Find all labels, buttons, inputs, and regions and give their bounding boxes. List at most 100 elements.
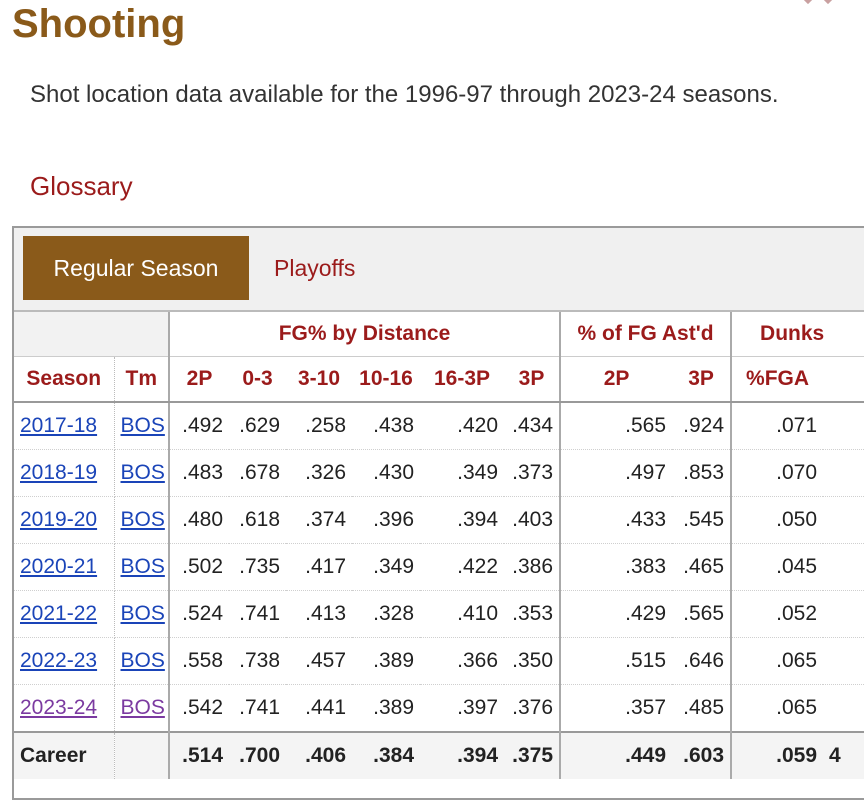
career-10-16: .384 (352, 731, 420, 779)
cell-10-16: .389 (352, 684, 420, 733)
cell-3-10: .413 (286, 590, 352, 638)
cell-dunk-fga: .052 (731, 590, 824, 638)
table-row: 2020-21 BOS .502.735.417.349.422.386.383.4… (14, 543, 864, 591)
cell-2p: .558 (169, 637, 229, 685)
cell-next (823, 496, 864, 544)
group-header-dunks: Dunks (731, 312, 864, 357)
cell-next (823, 637, 864, 685)
cell-0-3: .735 (229, 543, 286, 591)
cell-team: BOS (114, 637, 170, 685)
season-link[interactable]: 2023-24 (20, 696, 98, 719)
season-link[interactable]: 2020-21 (20, 555, 98, 578)
career-next-partial: 4 (823, 731, 864, 779)
team-link[interactable]: BOS (120, 696, 165, 719)
career-ast-2p: .449 (560, 731, 673, 779)
cell-10-16: .438 (352, 402, 420, 450)
cell-ast-3p: .485 (672, 684, 733, 733)
cell-ast-2p: .515 (560, 637, 673, 685)
season-link[interactable]: 2019-20 (20, 508, 98, 531)
cell-next (823, 590, 864, 638)
season-link[interactable]: 2022-23 (20, 649, 98, 672)
career-team (114, 731, 170, 779)
team-link[interactable]: BOS (120, 555, 165, 578)
chevron-down-icon[interactable] (798, 0, 838, 8)
cell-0-3: .738 (229, 637, 286, 685)
col-header-ast-2p[interactable]: 2P (560, 356, 673, 403)
cell-2p: .492 (169, 402, 229, 450)
group-header-assisted: % of FG Ast'd (560, 312, 733, 357)
cell-3p: .353 (504, 590, 562, 638)
cell-0-3: .629 (229, 402, 286, 450)
team-link[interactable]: BOS (120, 414, 165, 437)
cell-10-16: .349 (352, 543, 420, 591)
cell-season: 2017-18 (14, 402, 115, 450)
career-16-3p: .394 (420, 731, 504, 779)
col-header-team[interactable]: Tm (114, 356, 170, 403)
team-link[interactable]: BOS (120, 649, 165, 672)
cell-dunk-fga: .070 (731, 449, 824, 497)
team-link[interactable]: BOS (120, 602, 165, 625)
table-row: 2021-22 BOS .524.741.413.328.410.353.429.5… (14, 590, 864, 638)
table-row: 2019-20 BOS .480.618.374.396.394.403.433.5… (14, 496, 864, 544)
tab-regular-season[interactable]: Regular Season (23, 236, 249, 300)
cell-3p: .376 (504, 684, 562, 733)
col-header-16-3p[interactable]: 16-3P (420, 356, 504, 403)
cell-team: BOS (114, 402, 170, 450)
season-link[interactable]: 2021-22 (20, 602, 98, 625)
col-header-3-10[interactable]: 3-10 (286, 356, 352, 403)
cell-0-3: .741 (229, 590, 286, 638)
cell-16-3p: .397 (420, 684, 504, 733)
cell-next (823, 684, 864, 733)
cell-2p: .480 (169, 496, 229, 544)
col-header-10-16[interactable]: 10-16 (352, 356, 420, 403)
team-link[interactable]: BOS (120, 461, 165, 484)
cell-16-3p: .366 (420, 637, 504, 685)
cell-16-3p: .394 (420, 496, 504, 544)
career-2p: .514 (169, 731, 229, 779)
cell-3p: .373 (504, 449, 562, 497)
col-header-0-3[interactable]: 0-3 (229, 356, 286, 403)
col-header-3p[interactable]: 3P (504, 356, 562, 403)
cell-3-10: .417 (286, 543, 352, 591)
cell-ast-2p: .565 (560, 402, 673, 450)
cell-season: 2023-24 (14, 684, 115, 733)
col-header-ast-3p[interactable]: 3P (672, 356, 733, 403)
cell-team: BOS (114, 684, 170, 733)
table-row: 2018-19 BOS .483.678.326.430.349.373.497.8… (14, 449, 864, 497)
tab-playoffs[interactable]: Playoffs (274, 255, 356, 281)
season-link[interactable]: 2018-19 (20, 461, 98, 484)
group-header-row: FG% by Distance % of FG Ast'd Dunks (14, 312, 864, 357)
cell-next (823, 402, 864, 450)
col-header-season[interactable]: Season (14, 356, 115, 403)
cell-3p: .434 (504, 402, 562, 450)
cell-16-3p: .410 (420, 590, 504, 638)
career-3p: .375 (504, 731, 562, 779)
cell-team: BOS (114, 449, 170, 497)
col-header-dunk-fga[interactable]: %FGA (731, 356, 824, 403)
cell-2p: .524 (169, 590, 229, 638)
team-link[interactable]: BOS (120, 508, 165, 531)
cell-ast-3p: .545 (672, 496, 733, 544)
col-header-2p[interactable]: 2P (169, 356, 229, 403)
career-row: Career .514 .700 .406 .384 .394 .375 .44… (14, 731, 864, 779)
cell-dunk-fga: .045 (731, 543, 824, 591)
cell-ast-2p: .497 (560, 449, 673, 497)
cell-16-3p: .422 (420, 543, 504, 591)
cell-dunk-fga: .071 (731, 402, 824, 450)
cell-0-3: .678 (229, 449, 286, 497)
glossary-link[interactable]: Glossary (30, 171, 133, 201)
season-link[interactable]: 2017-18 (20, 414, 98, 437)
career-dunk-fga: .059 (731, 731, 824, 779)
tab-bar: Regular Season Playoffs (14, 228, 864, 312)
col-header-next (823, 356, 864, 403)
cell-2p: .542 (169, 684, 229, 733)
cell-0-3: .741 (229, 684, 286, 733)
cell-season: 2022-23 (14, 637, 115, 685)
cell-ast-3p: .924 (672, 402, 733, 450)
cell-ast-3p: .853 (672, 449, 733, 497)
cell-ast-3p: .565 (672, 590, 733, 638)
cell-ast-2p: .383 (560, 543, 673, 591)
cell-2p: .483 (169, 449, 229, 497)
section-description: Shot location data available for the 199… (30, 81, 779, 108)
cell-dunk-fga: .050 (731, 496, 824, 544)
